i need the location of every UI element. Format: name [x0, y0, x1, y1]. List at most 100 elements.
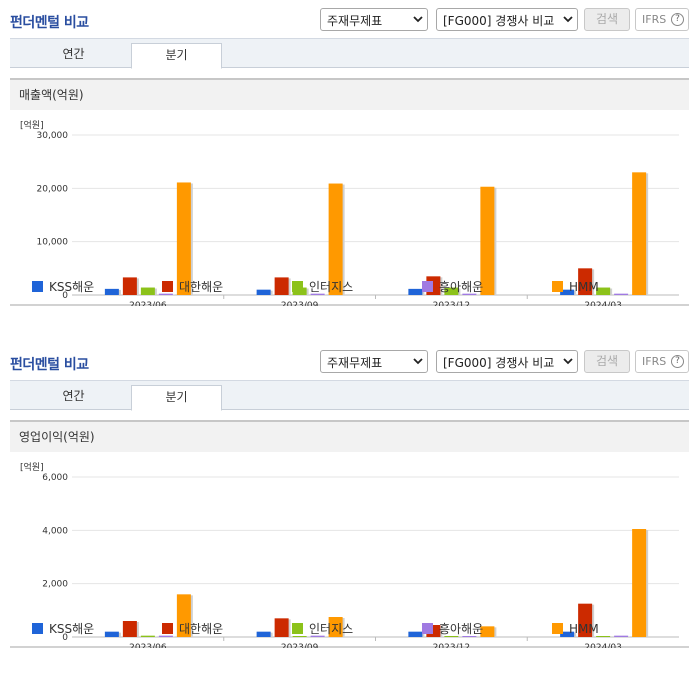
y-unit-label: [억원]: [20, 461, 44, 473]
tab-annual[interactable]: 연간: [62, 389, 85, 403]
bar[interactable]: [274, 277, 289, 295]
x-tick-label: 2024/03: [584, 643, 621, 648]
section-header: 펀더멘털 비교 주재무제표 [FG000] 경쟁사 비교 검색 IFRS ?: [0, 342, 696, 380]
help-icon[interactable]: ?: [671, 355, 684, 368]
bar[interactable]: [292, 636, 307, 637]
tab-quarter[interactable]: 분기: [131, 385, 222, 411]
bar[interactable]: [104, 288, 119, 295]
operating-income-chart-plot: [억원]6,000 4,000 2,000 0 2023/06 2023/09 2023/1…: [20, 461, 679, 648]
bar[interactable]: [462, 636, 477, 637]
compare-select[interactable]: [FG000] 경쟁사 비교: [436, 8, 578, 31]
bar[interactable]: [578, 268, 593, 295]
bar[interactable]: [614, 635, 629, 637]
x-tick-label: 2023/12: [433, 301, 470, 306]
fundamental-section-revenue: 펀더멘털 비교 주재무제표 [FG000] 경쟁사 비교 검색 IFRS ? 연…: [0, 0, 696, 306]
legend-item[interactable]: 인터지스: [292, 622, 353, 636]
bar[interactable]: [632, 172, 647, 295]
section-header: 펀더멘털 비교 주재무제표 [FG000] 경쟁사 비교 검색 IFRS ?: [0, 0, 696, 38]
bar[interactable]: [256, 631, 271, 637]
bar[interactable]: [560, 631, 575, 637]
search-button[interactable]: 검색: [584, 350, 630, 373]
legend-item[interactable]: 흥아해운: [422, 280, 483, 294]
statement-select-value: 주재무제표: [327, 356, 383, 370]
bar[interactable]: [560, 289, 575, 295]
statement-select[interactable]: 주재무제표: [320, 350, 428, 373]
legend-label: HMM: [569, 280, 599, 294]
chevron-down-icon: [413, 358, 423, 365]
chevron-down-icon: [413, 16, 423, 23]
revenue-chart-plot: [억원]30,000 20,000 10,000 0 2023/06 2023/09 202…: [20, 119, 679, 306]
bar[interactable]: [444, 287, 459, 295]
bar[interactable]: [158, 635, 173, 637]
help-icon[interactable]: ?: [671, 13, 684, 26]
ifrs-label: IFRS: [642, 355, 667, 368]
bar[interactable]: [444, 636, 459, 637]
bar[interactable]: [408, 631, 423, 637]
legend-item[interactable]: HMM: [552, 280, 599, 294]
bar[interactable]: [104, 631, 119, 637]
legend-item[interactable]: 대한해운: [162, 622, 223, 636]
y-unit-label: [억원]: [20, 119, 44, 131]
bar[interactable]: [140, 635, 155, 637]
tab-annual[interactable]: 연간: [62, 47, 85, 61]
bar[interactable]: [310, 635, 325, 637]
bar[interactable]: [632, 529, 647, 637]
period-tabs: 연간 분기: [10, 380, 689, 411]
legend-item[interactable]: KSS해운: [32, 280, 94, 294]
bar[interactable]: [310, 293, 325, 295]
bar[interactable]: [176, 594, 191, 637]
bar[interactable]: [140, 287, 155, 295]
y-tick-label: 30,000: [37, 131, 69, 141]
y-tick-label: 2,000: [42, 580, 68, 590]
fundamental-section-operating-income: 펀더멘털 비교 주재무제표 [FG000] 경쟁사 비교 검색 IFRS ? 연…: [0, 342, 696, 648]
compare-select-value: [FG000] 경쟁사 비교: [443, 14, 555, 28]
chart-heading: 매출액(억원): [10, 78, 689, 110]
bar[interactable]: [596, 636, 611, 637]
bar[interactable]: [122, 277, 137, 295]
bar[interactable]: [578, 603, 593, 637]
y-tick-label: 10,000: [37, 238, 69, 248]
x-tick-label: 2023/06: [129, 301, 167, 306]
x-tick-label: 2023/12: [433, 643, 470, 648]
y-tick-label: 4,000: [42, 526, 68, 536]
bar[interactable]: [274, 618, 289, 637]
chevron-down-icon: [563, 358, 573, 365]
ifrs-button[interactable]: IFRS ?: [635, 8, 689, 31]
y-tick-label: 20,000: [37, 184, 69, 194]
bar[interactable]: [256, 289, 271, 295]
ifrs-label: IFRS: [642, 13, 667, 26]
search-button[interactable]: 검색: [584, 8, 630, 31]
legend-swatch: [292, 281, 303, 292]
legend-item[interactable]: 인터지스: [292, 280, 353, 294]
tab-quarter[interactable]: 분기: [131, 43, 222, 69]
bar[interactable]: [176, 182, 191, 295]
bar[interactable]: [328, 183, 343, 295]
legend-label: 흥아해운: [439, 622, 484, 636]
bar[interactable]: [158, 293, 173, 295]
y-tick-label: 0: [62, 633, 68, 643]
bar[interactable]: [328, 617, 343, 637]
ifrs-button[interactable]: IFRS ?: [635, 350, 689, 373]
chart-heading: 영업이익(억원): [10, 420, 689, 452]
legend-swatch: [552, 623, 563, 634]
chart-legend: KSS해운 대한해운 인터지스 흥아해운 HMM: [10, 622, 689, 638]
bar[interactable]: [480, 186, 495, 295]
y-tick-label: 0: [62, 291, 68, 301]
legend-item[interactable]: KSS해운: [32, 622, 94, 636]
bar[interactable]: [462, 293, 477, 295]
bar[interactable]: [122, 621, 137, 637]
legend-label: 인터지스: [309, 622, 354, 636]
compare-select[interactable]: [FG000] 경쟁사 비교: [436, 350, 578, 373]
period-tabs: 연간 분기: [10, 38, 689, 69]
legend-label: 대한해운: [179, 280, 224, 294]
legend-item[interactable]: 대한해운: [162, 280, 223, 294]
section-title: 펀더멘털 비교: [10, 357, 89, 373]
legend-item[interactable]: 흥아해운: [422, 622, 483, 636]
legend-swatch: [32, 281, 43, 292]
bar[interactable]: [596, 287, 611, 295]
bar[interactable]: [408, 288, 423, 295]
bar[interactable]: [614, 293, 629, 295]
statement-select[interactable]: 주재무제표: [320, 8, 428, 31]
bar[interactable]: [480, 626, 495, 637]
legend-item[interactable]: HMM: [552, 622, 599, 636]
